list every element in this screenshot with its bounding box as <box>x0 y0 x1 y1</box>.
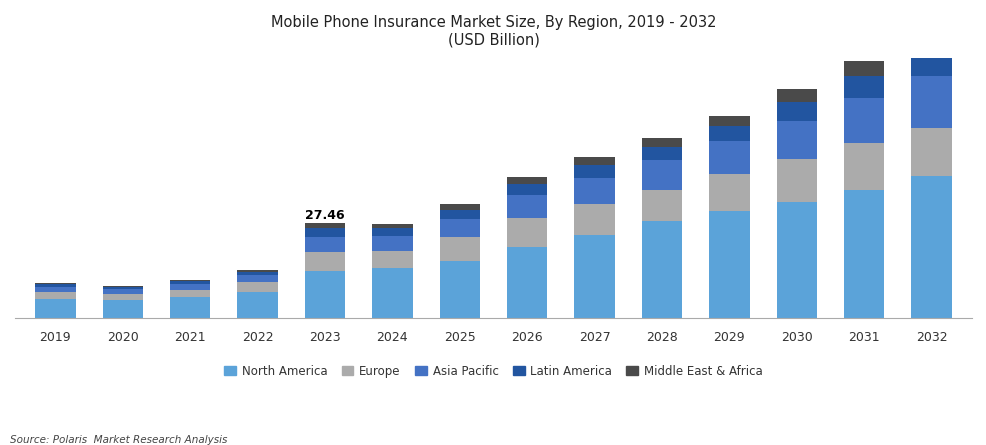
Bar <box>776 101 816 121</box>
Bar <box>439 210 479 219</box>
Bar <box>238 283 277 292</box>
Bar <box>170 284 210 290</box>
Bar <box>372 268 412 318</box>
Bar <box>507 218 547 247</box>
Text: Source: Polaris  Market Research Analysis: Source: Polaris Market Research Analysis <box>10 435 227 445</box>
Bar <box>709 126 748 142</box>
Bar <box>238 275 277 283</box>
Legend: North America, Europe, Asia Pacific, Latin America, Middle East & Africa: North America, Europe, Asia Pacific, Lat… <box>219 360 767 383</box>
Bar <box>843 76 883 98</box>
Bar <box>910 128 951 176</box>
Bar <box>709 174 748 210</box>
Bar <box>103 287 143 289</box>
Bar <box>305 252 345 271</box>
Bar <box>35 283 76 284</box>
Bar <box>439 219 479 237</box>
Bar <box>641 190 681 221</box>
Bar <box>910 76 951 128</box>
Bar <box>776 202 816 318</box>
Bar <box>574 204 614 235</box>
Bar <box>574 165 614 178</box>
Bar <box>641 161 681 190</box>
Bar <box>238 270 277 272</box>
Bar <box>776 89 816 101</box>
Bar <box>843 98 883 143</box>
Bar <box>439 261 479 318</box>
Bar <box>35 284 76 287</box>
Bar <box>709 142 748 174</box>
Bar <box>372 228 412 236</box>
Bar <box>641 138 681 146</box>
Bar <box>103 300 143 318</box>
Bar <box>305 237 345 252</box>
Bar <box>507 184 547 195</box>
Bar <box>103 294 143 300</box>
Bar <box>372 236 412 251</box>
Title: Mobile Phone Insurance Market Size, By Region, 2019 - 2032
(USD Billion): Mobile Phone Insurance Market Size, By R… <box>270 15 716 48</box>
Bar <box>372 251 412 268</box>
Bar <box>776 121 816 159</box>
Bar <box>103 286 143 287</box>
Bar <box>574 235 614 318</box>
Bar <box>776 159 816 202</box>
Bar <box>709 210 748 318</box>
Bar <box>843 61 883 76</box>
Bar <box>507 247 547 318</box>
Bar <box>372 224 412 228</box>
Bar <box>843 143 883 190</box>
Bar <box>35 287 76 292</box>
Bar <box>170 281 210 284</box>
Bar <box>305 271 345 318</box>
Bar <box>439 204 479 210</box>
Bar <box>170 297 210 318</box>
Bar <box>35 292 76 299</box>
Bar <box>709 116 748 126</box>
Bar <box>910 176 951 318</box>
Bar <box>843 190 883 318</box>
Bar <box>507 177 547 184</box>
Bar <box>305 223 345 228</box>
Bar <box>170 290 210 297</box>
Bar <box>305 228 345 237</box>
Bar <box>238 272 277 275</box>
Bar <box>910 50 951 76</box>
Bar <box>574 178 614 204</box>
Bar <box>238 292 277 318</box>
Bar <box>439 237 479 261</box>
Bar <box>910 32 951 50</box>
Bar <box>103 289 143 294</box>
Bar <box>574 157 614 165</box>
Bar <box>507 195 547 218</box>
Text: 27.46: 27.46 <box>305 209 344 222</box>
Bar <box>641 146 681 161</box>
Bar <box>170 279 210 281</box>
Bar <box>641 221 681 318</box>
Bar <box>35 299 76 318</box>
